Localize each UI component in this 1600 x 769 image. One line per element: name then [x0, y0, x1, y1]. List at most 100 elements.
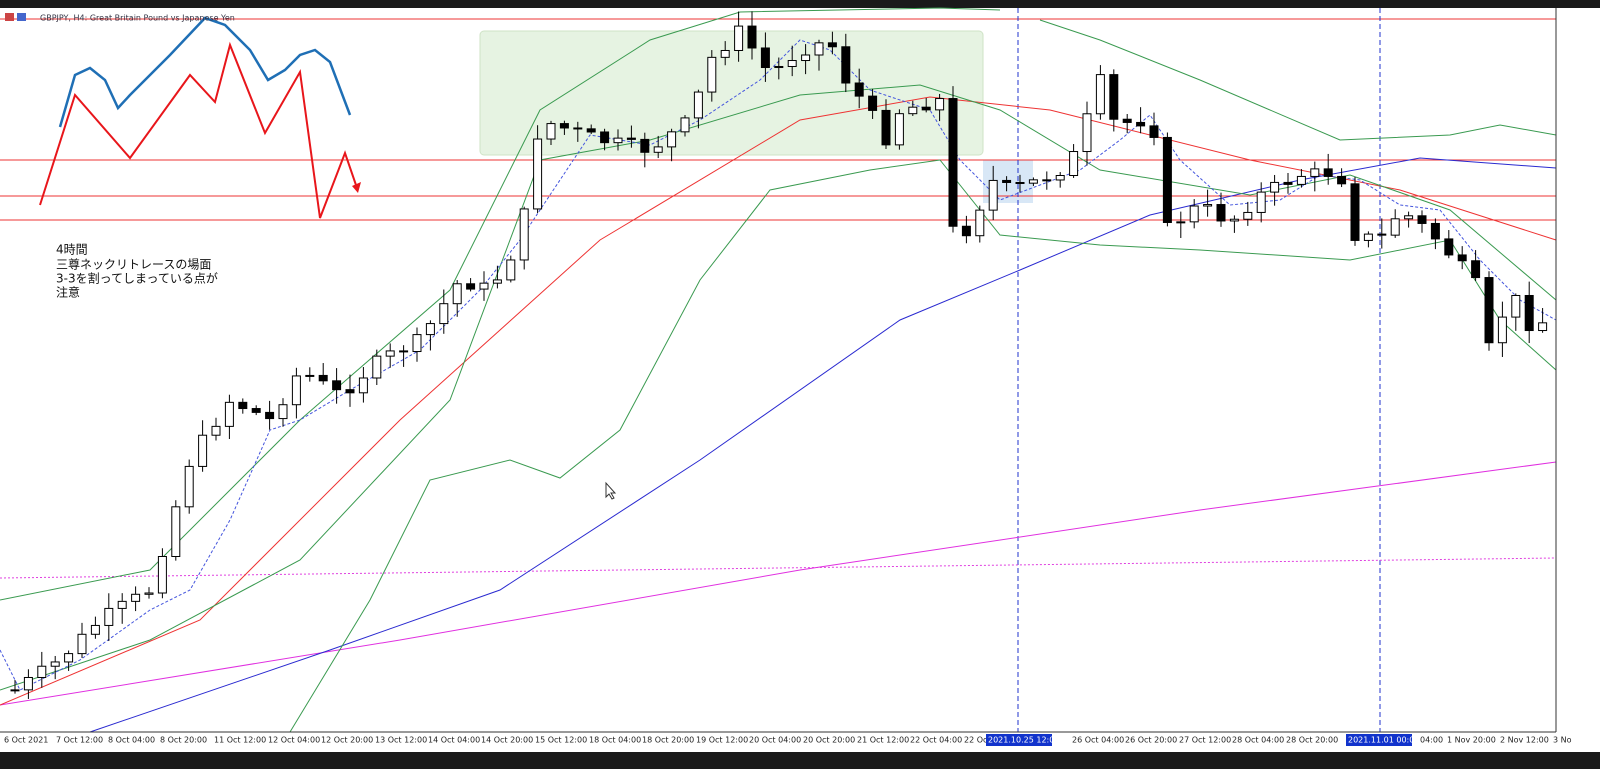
candle-body [425, 323, 435, 336]
candle-body [1310, 168, 1320, 177]
candle-body [171, 506, 181, 557]
sketch-red [39, 41, 358, 219]
candle-body [1015, 181, 1025, 184]
band-upper [1039, 19, 1557, 141]
candle-body [667, 131, 677, 148]
candle-body [1390, 218, 1400, 236]
candle-body [1270, 181, 1280, 193]
top-border [0, 0, 1600, 8]
time-label: 20 Oct 20:00 [803, 736, 855, 745]
candle-body [466, 283, 476, 290]
time-label: 3 No [1553, 736, 1572, 745]
candle-body [707, 56, 717, 93]
ma-long [0, 461, 1557, 706]
candle-body [908, 106, 918, 115]
candle-body [1471, 260, 1481, 279]
candle-body [774, 65, 784, 69]
time-label: 20 Oct 04:00 [749, 736, 801, 745]
candle-body [1484, 277, 1494, 344]
dotted-line [0, 557, 1557, 579]
candle-body [1176, 221, 1186, 224]
candle-body [1189, 205, 1199, 223]
candle-body [1457, 254, 1467, 262]
candle-body [1444, 238, 1454, 256]
candle-body [760, 47, 770, 69]
window-title: GBPJPY, H4: Great Britain Pound vs Japan… [40, 14, 235, 23]
candle-body [653, 146, 663, 153]
time-label: 14 Oct 04:00 [428, 736, 480, 745]
candle-body [77, 633, 87, 655]
candle-body [198, 434, 208, 467]
annotation-line: 注意 [56, 285, 80, 300]
candle-body [1095, 74, 1105, 115]
indicators [0, 7, 1557, 733]
candle-body [1538, 322, 1548, 332]
time-highlight-bg [986, 734, 1052, 746]
candle-body [37, 665, 47, 678]
candle-body [358, 377, 368, 394]
candle-body [23, 676, 33, 691]
candle-body [224, 401, 234, 427]
time-highlight-bg [1346, 734, 1412, 746]
candle-body [1524, 294, 1534, 332]
cursor [605, 481, 617, 500]
candle-body [640, 138, 650, 153]
candle-body [1229, 218, 1239, 222]
time-label: 12 Oct 04:00 [268, 736, 320, 745]
candle-body [64, 653, 74, 663]
candle-body [332, 380, 342, 391]
candle-body [211, 425, 221, 436]
candle-body [1363, 233, 1373, 241]
candle-body [1122, 118, 1132, 123]
candle-body [1497, 316, 1507, 344]
candle-body [720, 49, 730, 58]
candle-body [1082, 113, 1092, 153]
time-label: 2 Nov 12:00 [1500, 736, 1549, 745]
candle-body [372, 355, 382, 379]
sketch [39, 16, 361, 219]
candle-body [492, 279, 502, 284]
candle-body [559, 123, 569, 129]
candle-body [881, 109, 891, 146]
icon [17, 13, 26, 21]
candle-body [734, 25, 744, 51]
time-label: 11 Oct 12:00 [214, 736, 266, 745]
candle-body [452, 283, 462, 305]
annotation-line: 4時間 [56, 243, 88, 257]
candle-body [144, 592, 154, 595]
time-label: 12 Oct 20:00 [321, 736, 373, 745]
candle-body [184, 465, 194, 508]
time-label: 19 Oct 12:00 [696, 736, 748, 745]
time-label: 8 Oct 20:00 [160, 736, 207, 745]
band-upper [0, 7, 1001, 601]
candle-body [318, 374, 328, 382]
time-label: 18 Oct 04:00 [589, 736, 641, 745]
candle-body [10, 689, 20, 692]
candle-body [961, 225, 971, 237]
candle-body [265, 411, 275, 420]
candle-body [613, 137, 623, 144]
candles [10, 11, 1548, 699]
candle-body [1109, 74, 1119, 120]
candle-body [1404, 215, 1414, 220]
candle-body [841, 46, 851, 84]
candle-body [278, 404, 288, 420]
candle-body [131, 593, 141, 602]
candle-body [814, 42, 824, 56]
candle-body [305, 374, 315, 377]
sketch-blue [58, 16, 352, 128]
candle-body [479, 282, 489, 290]
time-label: 18 Oct 20:00 [642, 736, 694, 745]
candle-body [1511, 294, 1521, 318]
candle-body [975, 209, 985, 237]
candle-body [1350, 183, 1360, 241]
candle-body [894, 113, 904, 146]
candle-body [1203, 204, 1213, 207]
candle-body [399, 350, 409, 353]
candle-body [921, 106, 931, 111]
time-highlight: 2021.10.25 12:00 [988, 736, 1059, 745]
time-label: 04:00 [1420, 736, 1443, 745]
candle-body [586, 128, 596, 133]
time-label: 26 Oct 04:00 [1072, 736, 1124, 745]
